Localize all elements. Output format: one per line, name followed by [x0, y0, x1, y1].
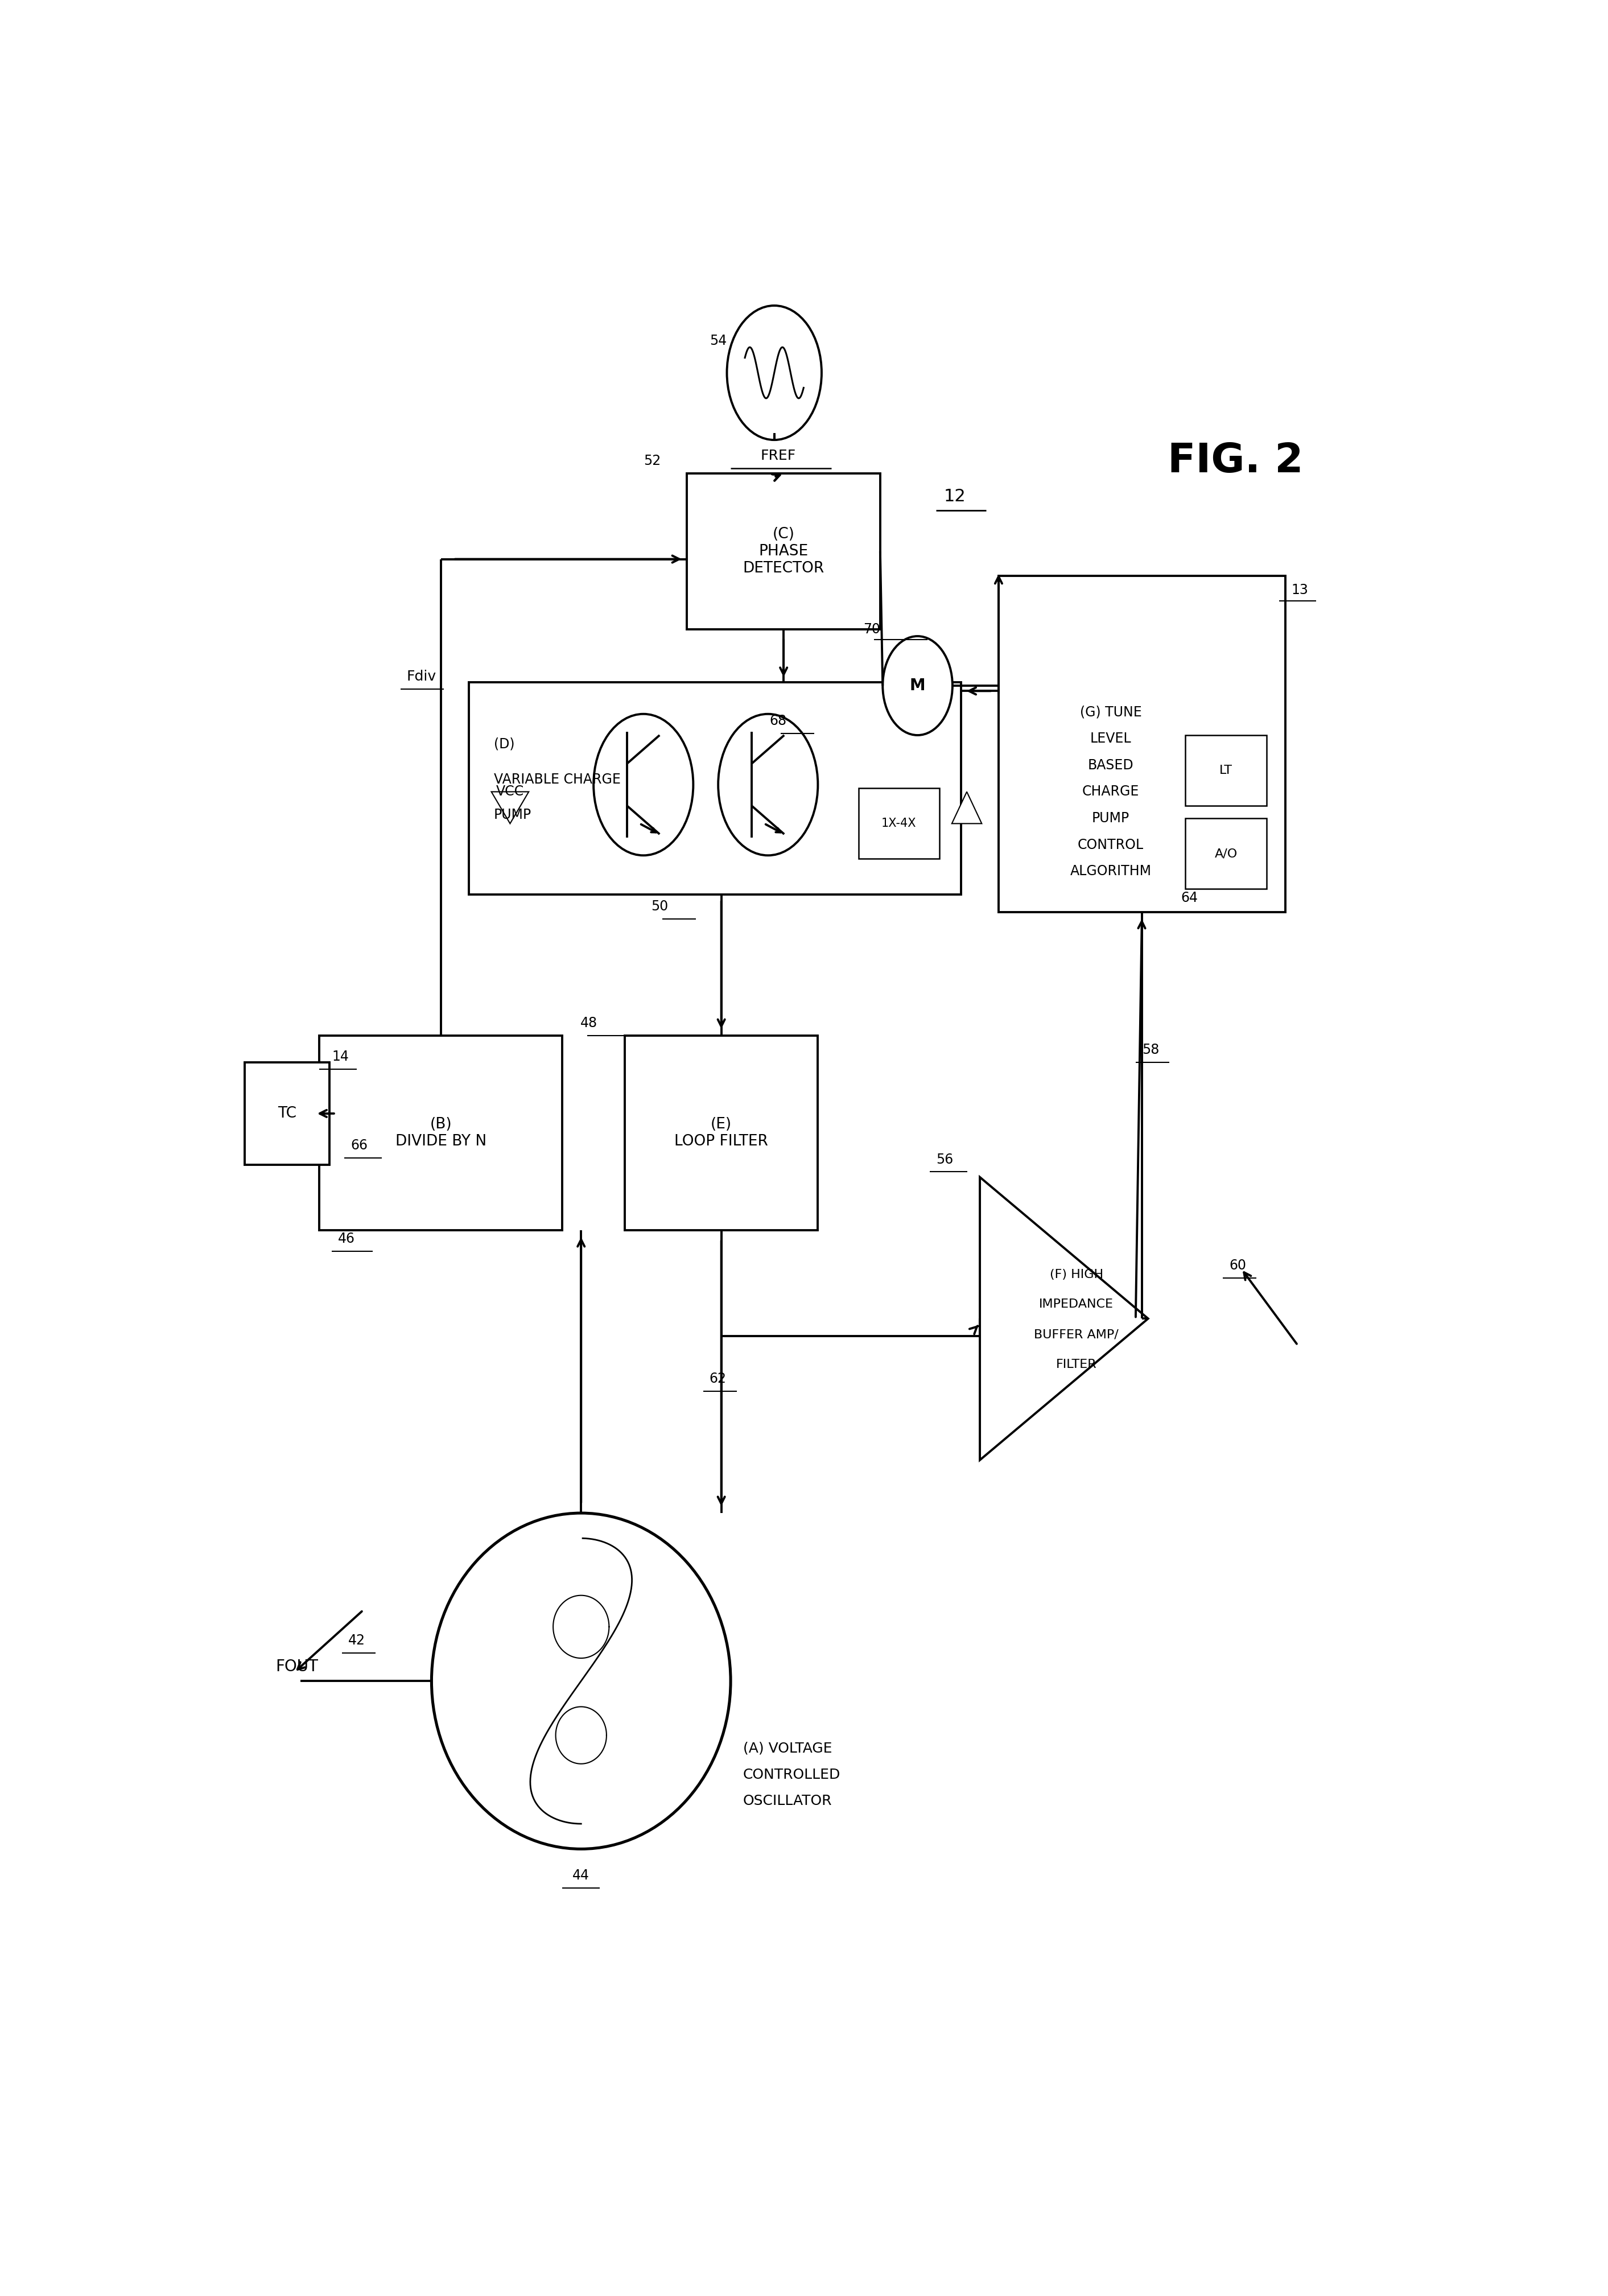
Text: A/O: A/O — [1214, 847, 1238, 859]
Text: FOUT: FOUT — [277, 1660, 318, 1674]
Text: (E)
LOOP FILTER: (E) LOOP FILTER — [674, 1118, 769, 1148]
Text: VCC: VCC — [497, 785, 524, 799]
Text: 54: 54 — [709, 335, 727, 347]
Bar — [1185, 817, 1267, 889]
Text: (A) VOLTAGE: (A) VOLTAGE — [743, 1740, 833, 1754]
Text: 1X-4X: 1X-4X — [881, 817, 917, 829]
Text: 42: 42 — [347, 1632, 365, 1646]
Text: 64: 64 — [1180, 891, 1198, 905]
Text: (C)
PHASE
DETECTOR: (C) PHASE DETECTOR — [743, 526, 825, 576]
Text: M: M — [910, 677, 926, 693]
Text: OSCILLATOR: OSCILLATOR — [743, 1795, 833, 1807]
Bar — [999, 576, 1285, 912]
Text: (F) HIGH: (F) HIGH — [1050, 1270, 1103, 1281]
Text: BASED: BASED — [1087, 758, 1134, 771]
Text: (B)
DIVIDE BY N: (B) DIVIDE BY N — [396, 1118, 487, 1148]
Text: 14: 14 — [331, 1049, 349, 1063]
Circle shape — [719, 714, 818, 856]
Polygon shape — [952, 792, 982, 824]
Bar — [687, 473, 880, 629]
Text: (D): (D) — [494, 737, 515, 751]
Text: PUMP: PUMP — [494, 808, 532, 822]
Text: 44: 44 — [572, 1869, 590, 1883]
Bar — [470, 682, 962, 893]
Bar — [859, 788, 939, 859]
Bar — [1185, 735, 1267, 806]
Bar — [244, 1063, 330, 1164]
Text: 13: 13 — [1291, 583, 1309, 597]
Bar — [320, 1035, 563, 1231]
Text: LEVEL: LEVEL — [1090, 732, 1132, 746]
Text: CHARGE: CHARGE — [1082, 785, 1140, 799]
Text: CONTROLLED: CONTROLLED — [743, 1768, 841, 1782]
Text: ALGORITHM: ALGORITHM — [1069, 866, 1151, 877]
Text: FIG. 2: FIG. 2 — [1167, 441, 1302, 480]
Text: IMPEDANCE: IMPEDANCE — [1039, 1300, 1114, 1311]
Text: 70: 70 — [863, 622, 880, 636]
Text: FREF: FREF — [761, 450, 796, 464]
Text: PUMP: PUMP — [1092, 810, 1129, 824]
Bar — [624, 1035, 818, 1231]
Text: FILTER: FILTER — [1056, 1359, 1097, 1371]
Text: 46: 46 — [338, 1233, 355, 1247]
Polygon shape — [979, 1178, 1148, 1460]
Circle shape — [727, 305, 822, 441]
Text: CONTROL: CONTROL — [1077, 838, 1143, 852]
Text: 58: 58 — [1142, 1042, 1159, 1056]
Text: (G) TUNE: (G) TUNE — [1081, 705, 1142, 719]
Text: 12: 12 — [944, 489, 966, 505]
Text: 48: 48 — [580, 1017, 597, 1031]
Text: BUFFER AMP/: BUFFER AMP/ — [1034, 1329, 1119, 1341]
Text: 50: 50 — [651, 900, 669, 914]
Text: 52: 52 — [643, 455, 661, 468]
Ellipse shape — [431, 1513, 730, 1848]
Text: 56: 56 — [936, 1153, 954, 1166]
Text: TC: TC — [278, 1107, 296, 1120]
Text: 68: 68 — [770, 714, 786, 728]
Circle shape — [883, 636, 952, 735]
Text: VARIABLE CHARGE: VARIABLE CHARGE — [494, 771, 621, 785]
Text: 66: 66 — [351, 1139, 368, 1153]
Text: LT: LT — [1219, 765, 1233, 776]
Text: Fdiv: Fdiv — [407, 670, 436, 684]
Circle shape — [593, 714, 693, 856]
Polygon shape — [492, 792, 529, 824]
Text: 60: 60 — [1229, 1258, 1246, 1272]
Text: 62: 62 — [709, 1373, 727, 1384]
